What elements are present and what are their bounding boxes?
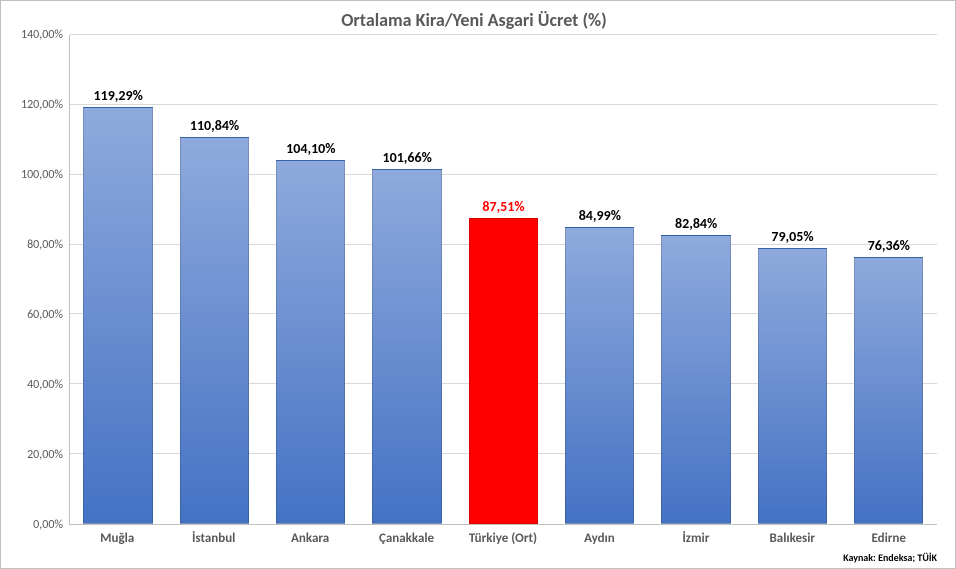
bar-slot: 79,05% bbox=[744, 35, 840, 524]
bar-value-label: 82,84% bbox=[675, 215, 717, 232]
bar-slot: 84,99% bbox=[552, 35, 648, 524]
bar-value-label: 79,05% bbox=[771, 228, 813, 245]
bar-value-label: 76,36% bbox=[868, 237, 910, 254]
x-tick-label: İstanbul bbox=[165, 525, 261, 546]
y-tick-label: 80,00% bbox=[27, 238, 63, 252]
bar bbox=[276, 160, 345, 524]
source-note: Kaynak: Endeksa; TÜİK bbox=[843, 551, 937, 564]
bar bbox=[180, 137, 249, 524]
bar bbox=[469, 218, 538, 524]
y-tick-label: 0,00% bbox=[33, 518, 63, 532]
bar bbox=[83, 107, 152, 524]
y-tick-label: 140,00% bbox=[21, 28, 63, 42]
x-tick-label: Balıkesir bbox=[744, 525, 840, 546]
bar-value-label: 104,10% bbox=[286, 140, 335, 157]
chart-title: Ortalama Kira/Yeni Asgari Ücret (%) bbox=[11, 9, 937, 31]
bars-group: 119,29% 110,84% 104,10% 101,66% 87,51% 84,99%… bbox=[70, 35, 937, 524]
x-tick-label: İzmir bbox=[648, 525, 744, 546]
y-tick-label: 120,00% bbox=[21, 98, 63, 112]
chart-container: Ortalama Kira/Yeni Asgari Ücret (%) 0,00… bbox=[0, 0, 956, 569]
y-axis: 0,00%20,00%40,00%60,00%80,00%100,00%120,… bbox=[11, 35, 69, 525]
x-axis-labels: MuğlaİstanbulAnkaraÇanakkaleTürkiye (Ort… bbox=[69, 525, 937, 546]
x-tick-label: Türkiye (Ort) bbox=[455, 525, 551, 546]
y-tick-label: 40,00% bbox=[27, 378, 63, 392]
bar bbox=[758, 248, 827, 524]
y-tick-label: 20,00% bbox=[27, 448, 63, 462]
bar-value-label: 84,99% bbox=[579, 207, 621, 224]
bar bbox=[854, 257, 923, 524]
x-tick-label: Edirne bbox=[841, 525, 937, 546]
bar-slot: 87,51% bbox=[455, 35, 551, 524]
bar-slot: 104,10% bbox=[263, 35, 359, 524]
y-tick-label: 60,00% bbox=[27, 308, 63, 322]
bar-value-label: 119,29% bbox=[94, 87, 143, 104]
x-tick-label: Aydın bbox=[551, 525, 647, 546]
bar-value-label: 101,66% bbox=[383, 149, 432, 166]
bar-slot: 101,66% bbox=[359, 35, 455, 524]
x-tick-label: Çanakkale bbox=[358, 525, 454, 546]
plot: 119,29% 110,84% 104,10% 101,66% 87,51% 84,99%… bbox=[69, 35, 937, 525]
bar-slot: 119,29% bbox=[70, 35, 166, 524]
bar bbox=[661, 235, 730, 524]
bar bbox=[372, 169, 441, 524]
y-tick-label: 100,00% bbox=[21, 168, 63, 182]
bar-slot: 82,84% bbox=[648, 35, 744, 524]
bar-value-label: 110,84% bbox=[190, 117, 239, 134]
bar bbox=[565, 227, 634, 524]
bar-slot: 110,84% bbox=[166, 35, 262, 524]
x-tick-label: Ankara bbox=[262, 525, 358, 546]
bar-slot: 76,36% bbox=[841, 35, 937, 524]
plot-area: 0,00%20,00%40,00%60,00%80,00%100,00%120,… bbox=[11, 35, 937, 525]
bar-value-label: 87,51% bbox=[482, 198, 524, 215]
x-tick-label: Muğla bbox=[69, 525, 165, 546]
